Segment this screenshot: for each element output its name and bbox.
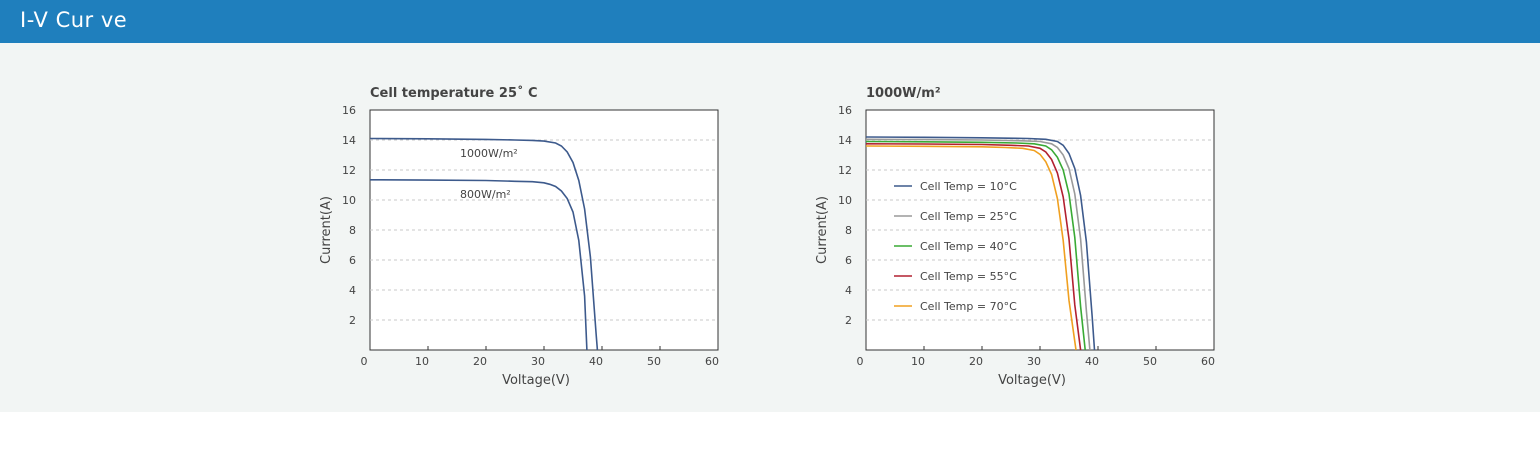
series-line: [369, 179, 588, 351]
x-tick-label: 30: [531, 355, 545, 368]
chart-title: Cell temperature 25˚ C: [370, 85, 538, 101]
y-axis-label: Current(A): [319, 196, 334, 264]
series-line: [369, 137, 599, 351]
x-tick-label: 60: [1201, 355, 1215, 368]
y-tick-label: 8: [845, 224, 852, 237]
y-tick-label: 4: [845, 284, 852, 297]
series-line: [865, 136, 1096, 351]
x-tick-label: 0: [361, 355, 368, 368]
section-title: I-V Cur ve: [20, 8, 128, 32]
x-tick-label: 40: [1085, 355, 1099, 368]
x-tick-label: 50: [647, 355, 661, 368]
series-line: [865, 140, 1086, 351]
legend-label: Cell Temp = 10°C: [920, 180, 1017, 193]
y-tick-label: 6: [349, 254, 356, 267]
x-tick-label: 40: [589, 355, 603, 368]
section-header: I-V Cur ve: [0, 0, 1540, 43]
x-axis-label: Voltage(V): [998, 373, 1066, 388]
legend-label: Cell Temp = 25°C: [920, 210, 1017, 223]
series-line: [865, 143, 1082, 351]
chart-title: 1000W/m²: [866, 86, 941, 101]
y-tick-label: 12: [838, 164, 852, 177]
y-tick-label: 2: [349, 314, 356, 327]
y-tick-label: 16: [838, 104, 852, 117]
x-tick-label: 0: [857, 355, 864, 368]
x-tick-label: 10: [911, 355, 925, 368]
y-tick-label: 10: [838, 194, 852, 207]
series-line: [865, 138, 1091, 351]
y-tick-label: 8: [349, 224, 356, 237]
x-tick-label: 50: [1143, 355, 1157, 368]
x-tick-label: 20: [969, 355, 983, 368]
y-tick-label: 14: [838, 134, 852, 147]
x-tick-label: 20: [473, 355, 487, 368]
x-tick-label: 10: [415, 355, 429, 368]
y-axis-label: Current(A): [815, 196, 830, 264]
series-line: [865, 145, 1077, 351]
series-label: 800W/m²: [460, 188, 511, 201]
y-tick-label: 6: [845, 254, 852, 267]
legend-label: Cell Temp = 55°C: [920, 270, 1017, 283]
y-tick-label: 12: [342, 164, 356, 177]
y-tick-label: 4: [349, 284, 356, 297]
y-tick-label: 16: [342, 104, 356, 117]
x-axis-label: Voltage(V): [502, 373, 570, 388]
legend-label: Cell Temp = 40°C: [920, 240, 1017, 253]
legend-label: Cell Temp = 70°C: [920, 300, 1017, 313]
y-tick-label: 14: [342, 134, 356, 147]
x-tick-label: 60: [705, 355, 719, 368]
chart-panel: Cell temperature 25˚ C 2 4 6 8 10 12 14 16 0 10 20 3…: [0, 43, 1540, 412]
y-tick-label: 2: [845, 314, 852, 327]
x-tick-label: 30: [1027, 355, 1041, 368]
y-tick-label: 10: [342, 194, 356, 207]
series-label: 1000W/m²: [460, 147, 518, 160]
